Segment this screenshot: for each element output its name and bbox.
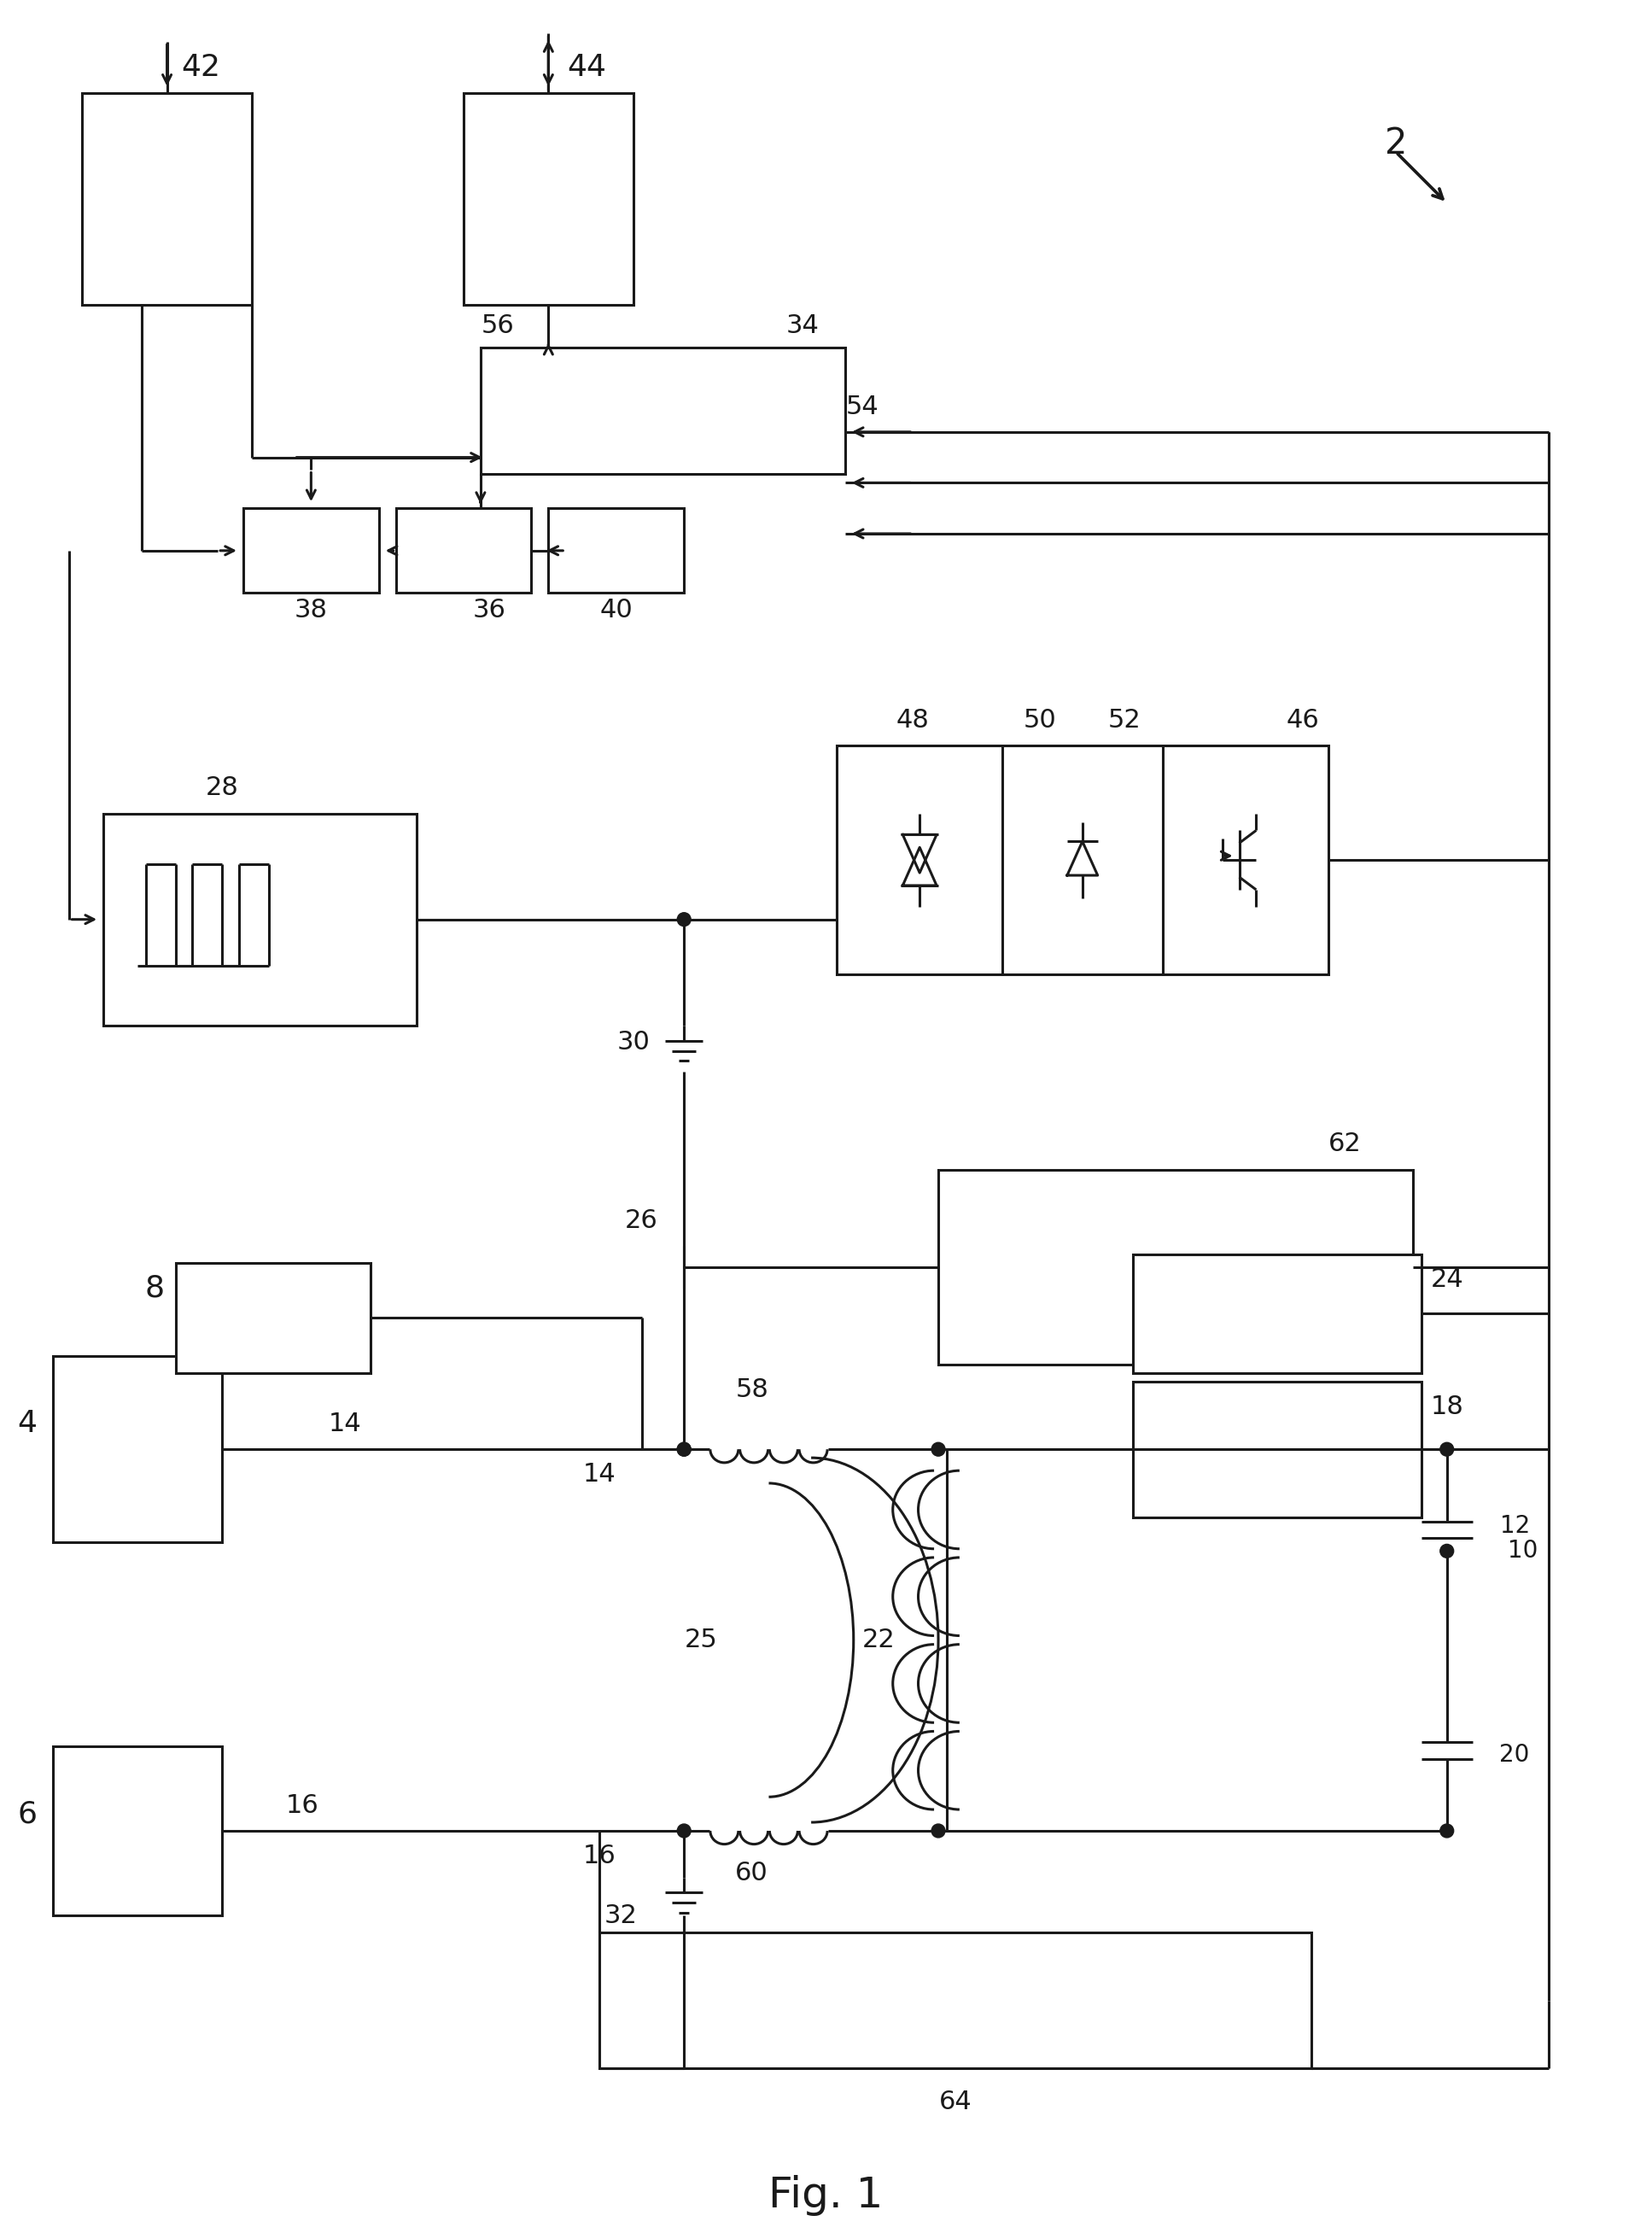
Text: 22: 22	[862, 1628, 895, 1652]
Text: 46: 46	[1287, 708, 1320, 732]
Text: 28: 28	[205, 775, 238, 799]
Bar	[481, 347, 846, 475]
Text: 18: 18	[1431, 1395, 1464, 1420]
Text: 44: 44	[567, 54, 606, 83]
Bar	[1133, 1381, 1421, 1518]
Text: 42: 42	[182, 54, 220, 83]
Text: 10: 10	[1508, 1538, 1538, 1563]
Bar	[53, 1357, 221, 1543]
Circle shape	[677, 1825, 691, 1838]
Circle shape	[677, 914, 691, 927]
Bar	[464, 92, 633, 305]
Text: 30: 30	[616, 1030, 649, 1055]
Text: 48: 48	[897, 708, 930, 732]
Text: 56: 56	[481, 313, 514, 338]
Text: 14: 14	[329, 1411, 362, 1435]
Bar	[836, 746, 1328, 974]
Bar	[175, 1263, 370, 1373]
Bar	[396, 508, 532, 593]
Text: 8: 8	[144, 1274, 164, 1303]
Text: 24: 24	[1431, 1267, 1464, 1292]
Text: 20: 20	[1500, 1742, 1530, 1767]
Text: 4: 4	[17, 1408, 36, 1437]
Circle shape	[677, 1442, 691, 1455]
Text: 16: 16	[583, 1845, 616, 1870]
Circle shape	[932, 1442, 945, 1455]
Text: 26: 26	[624, 1209, 657, 1234]
Text: 16: 16	[286, 1793, 319, 1818]
Bar	[243, 508, 378, 593]
Text: 62: 62	[1328, 1131, 1361, 1158]
Text: 12: 12	[1500, 1514, 1530, 1538]
Text: 32: 32	[605, 1903, 638, 1928]
Text: 14: 14	[583, 1462, 616, 1487]
Text: 38: 38	[294, 598, 327, 622]
Circle shape	[677, 1442, 691, 1455]
Circle shape	[1441, 1545, 1454, 1558]
Text: 34: 34	[786, 313, 819, 338]
Text: 60: 60	[735, 1861, 768, 1885]
Text: 50: 50	[1024, 708, 1057, 732]
Text: 52: 52	[1108, 708, 1142, 732]
Text: 36: 36	[472, 598, 506, 622]
Bar	[104, 813, 416, 1025]
Text: 2: 2	[1384, 125, 1408, 161]
Text: 6: 6	[17, 1800, 36, 1829]
Text: 54: 54	[846, 394, 879, 419]
Circle shape	[1441, 1442, 1454, 1455]
Bar	[548, 508, 684, 593]
Bar	[1133, 1254, 1421, 1373]
Circle shape	[932, 1825, 945, 1838]
Text: Fig. 1: Fig. 1	[768, 2174, 882, 2217]
Bar	[600, 1932, 1312, 2069]
Text: 58: 58	[735, 1377, 768, 1402]
Bar	[938, 1169, 1412, 1364]
Bar	[83, 92, 251, 305]
Text: 64: 64	[938, 2089, 971, 2114]
Text: 25: 25	[684, 1628, 717, 1652]
Bar	[53, 1746, 221, 1917]
Circle shape	[1441, 1825, 1454, 1838]
Text: 40: 40	[600, 598, 633, 622]
